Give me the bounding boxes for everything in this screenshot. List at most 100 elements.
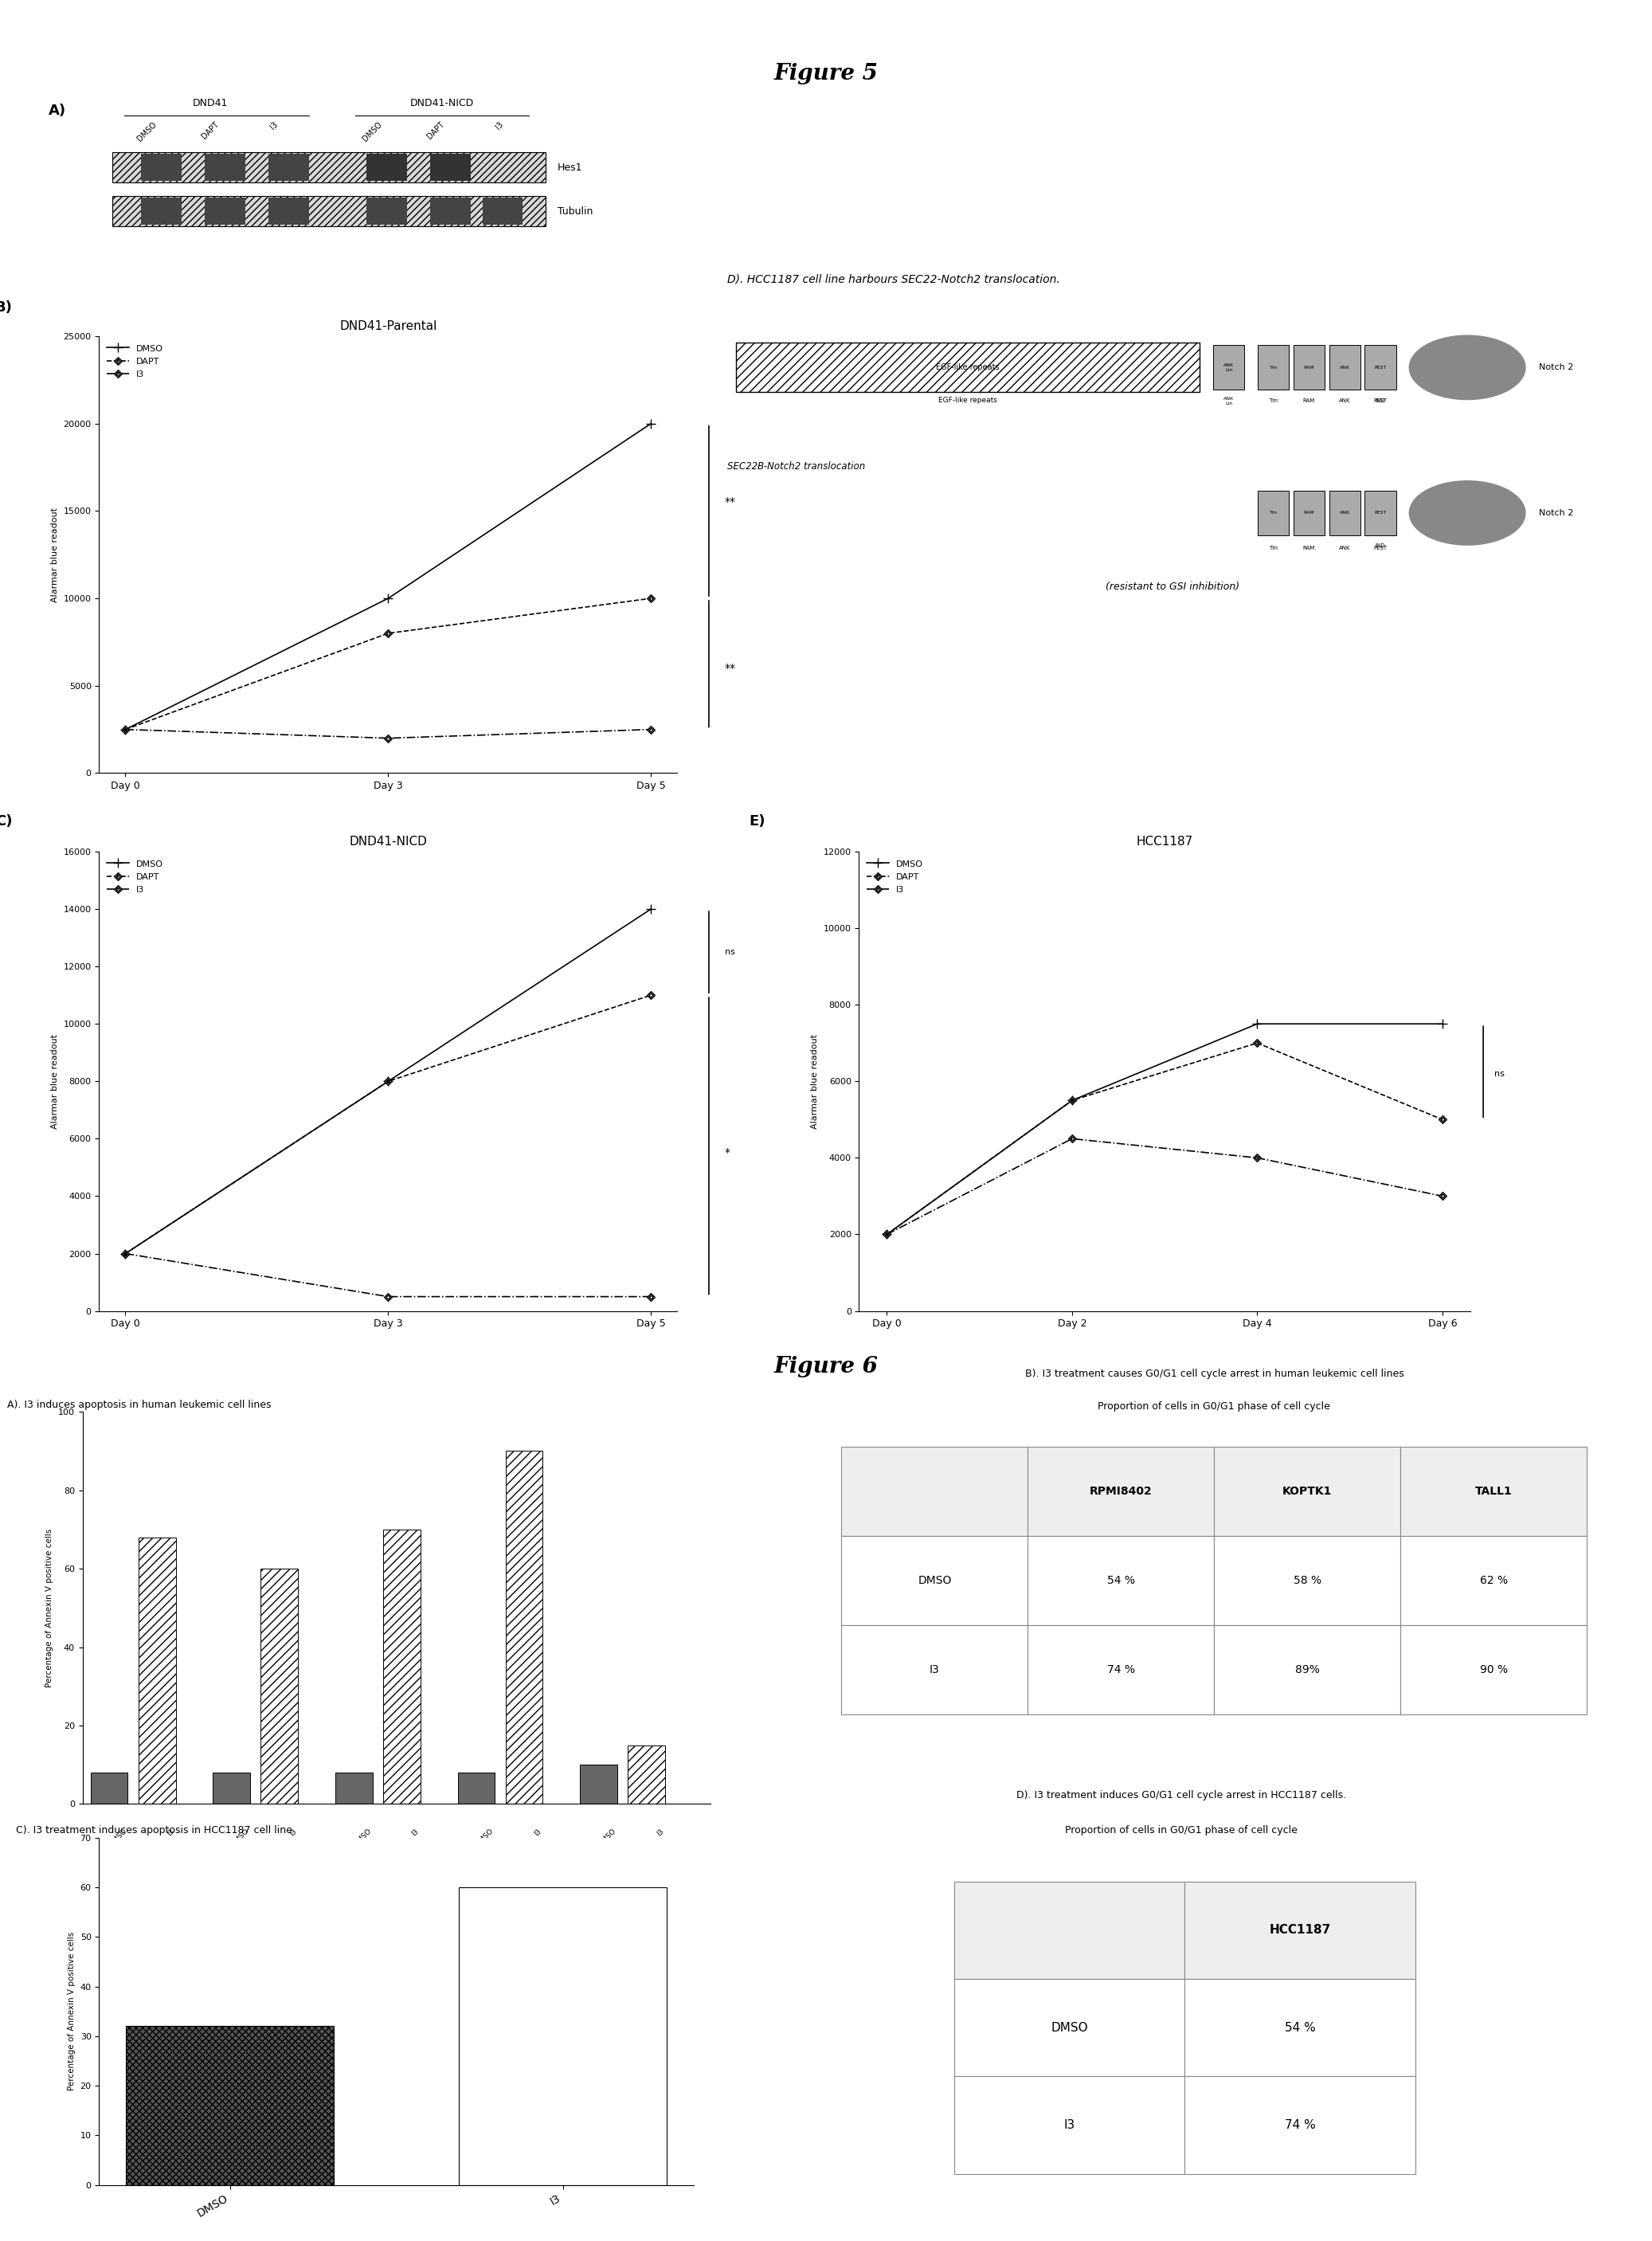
Text: PEST: PEST (1373, 547, 1388, 551)
Text: A). I3 induces apoptosis in human leukemic cell lines: A). I3 induces apoptosis in human leukem… (7, 1398, 271, 1410)
Text: PEST: PEST (1374, 511, 1386, 515)
Text: A): A) (50, 103, 66, 119)
I3 (877, 1221, 897, 1248)
Text: RAM: RAM (1303, 399, 1315, 403)
Circle shape (1409, 482, 1525, 545)
Text: **: ** (725, 663, 735, 675)
Text: (resistant to GSI inhibition): (resistant to GSI inhibition) (1105, 580, 1241, 592)
Text: PEST: PEST (1374, 365, 1386, 370)
Text: I3: I3 (494, 121, 506, 132)
I3 (1062, 1125, 1082, 1152)
Bar (1257, 491, 1289, 536)
Bar (139, 1537, 175, 1804)
DMSO (641, 896, 661, 923)
Text: Notch 2: Notch 2 (1538, 363, 1573, 372)
Text: TALL1: TALL1 (507, 1856, 530, 1862)
Text: DND41: DND41 (193, 99, 228, 108)
Text: DMSO: DMSO (596, 1829, 618, 1849)
Text: DMSO: DMSO (352, 1829, 373, 1849)
Bar (1365, 491, 1396, 536)
Text: B). I3 treatment causes G0/G1 cell cycle arrest in human leukemic cell lines: B). I3 treatment causes G0/G1 cell cycle… (1024, 1369, 1404, 1380)
DMSO (116, 717, 135, 744)
Bar (335, 1773, 373, 1804)
Text: EGF-like repeats: EGF-like repeats (938, 397, 998, 403)
Title: DND41-Parental: DND41-Parental (339, 320, 438, 332)
Text: I3: I3 (411, 1829, 420, 1838)
DAPT (1432, 1107, 1452, 1134)
Text: I3: I3 (656, 1829, 666, 1838)
Bar (383, 1531, 420, 1804)
Bar (430, 197, 471, 224)
DAPT (378, 621, 398, 648)
DMSO (641, 410, 661, 437)
Text: EGF-like repeats: EGF-like repeats (937, 363, 999, 372)
DAPT (1247, 1029, 1267, 1056)
Text: IND: IND (1374, 545, 1384, 549)
Text: C). I3 treatment induces apoptosis in HCC1187 cell line: C). I3 treatment induces apoptosis in HC… (17, 1824, 292, 1835)
Text: I3: I3 (269, 121, 279, 132)
Text: Tubulin: Tubulin (557, 206, 593, 217)
Text: Proportion of cells in G0/G1 phase of cell cycle: Proportion of cells in G0/G1 phase of ce… (1099, 1401, 1330, 1412)
Text: ns: ns (1495, 1069, 1505, 1078)
Text: IND: IND (1374, 399, 1384, 403)
DMSO (378, 1069, 398, 1096)
Y-axis label: Alarmar blue readout: Alarmar blue readout (51, 506, 59, 603)
Line: I3: I3 (882, 1134, 1447, 1239)
DAPT (641, 585, 661, 612)
Text: Figure 6: Figure 6 (773, 1356, 879, 1378)
DAPT (1062, 1087, 1082, 1114)
Bar (628, 1746, 666, 1804)
I3 (641, 717, 661, 744)
I3 (378, 1284, 398, 1311)
Text: RAM: RAM (1303, 511, 1315, 515)
Bar (112, 195, 545, 226)
Text: **: ** (725, 498, 735, 509)
Text: DMSO: DMSO (474, 1829, 496, 1849)
DMSO (116, 1239, 135, 1266)
Text: Notch 2: Notch 2 (1538, 509, 1573, 518)
Text: DAPT: DAPT (426, 121, 446, 141)
Bar (1213, 345, 1244, 390)
Text: RAM: RAM (1303, 547, 1315, 551)
Text: I3: I3 (165, 1829, 175, 1838)
Bar (142, 197, 182, 224)
Text: ANK: ANK (1338, 399, 1350, 403)
Text: Figure 5: Figure 5 (773, 63, 879, 85)
Bar (112, 152, 545, 184)
Text: DMSO: DMSO (362, 121, 383, 143)
Text: I3: I3 (534, 1829, 544, 1838)
Bar (735, 343, 1199, 392)
Text: DMSO: DMSO (230, 1829, 249, 1849)
Bar (142, 155, 182, 182)
Text: KOPTK1: KOPTK1 (380, 1856, 413, 1862)
Title: DND41-NICD: DND41-NICD (349, 836, 428, 847)
Text: Tm: Tm (1269, 399, 1277, 403)
DMSO (1432, 1011, 1452, 1038)
Circle shape (1409, 336, 1525, 399)
I3 (641, 1284, 661, 1311)
Text: ANK
Lin: ANK Lin (1224, 397, 1234, 406)
DAPT (116, 717, 135, 744)
Text: D). HCC1187 cell line harbours SEC22-Notch2 translocation.: D). HCC1187 cell line harbours SEC22-Not… (727, 273, 1059, 285)
Text: ANK: ANK (1340, 511, 1350, 515)
Bar (1365, 345, 1396, 390)
I3 (1247, 1145, 1267, 1172)
I3 (116, 717, 135, 744)
Line: DAPT: DAPT (882, 1040, 1447, 1239)
Line: I3: I3 (122, 726, 654, 742)
Bar (580, 1766, 618, 1804)
Text: Hes1: Hes1 (557, 161, 583, 173)
Legend: DMSO, DAPT, I3: DMSO, DAPT, I3 (864, 856, 927, 899)
Legend: DMSO, DAPT, I3: DMSO, DAPT, I3 (104, 856, 167, 899)
Bar (261, 1569, 297, 1804)
DMSO (1247, 1011, 1267, 1038)
Bar (205, 197, 244, 224)
I3 (116, 1239, 135, 1266)
Text: DMSO: DMSO (107, 1829, 127, 1849)
Text: ANK: ANK (1340, 365, 1350, 370)
DAPT (116, 1239, 135, 1266)
Text: Tm: Tm (1269, 511, 1277, 515)
Line: DAPT: DAPT (122, 991, 654, 1257)
Bar (458, 1773, 496, 1804)
Text: RAM: RAM (1303, 365, 1315, 370)
